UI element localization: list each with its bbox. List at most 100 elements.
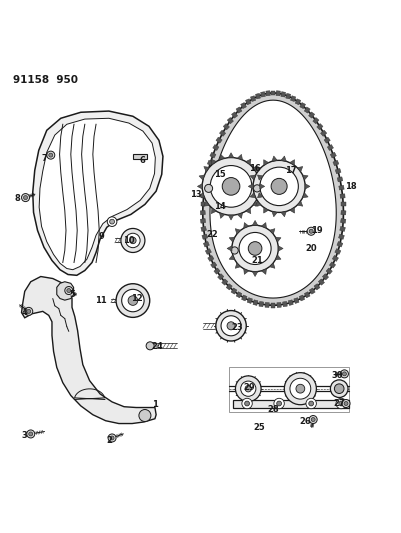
- Polygon shape: [320, 130, 326, 136]
- Circle shape: [253, 185, 260, 192]
- Polygon shape: [336, 177, 342, 182]
- Circle shape: [122, 289, 144, 312]
- Polygon shape: [257, 175, 262, 180]
- Text: 14: 14: [214, 202, 225, 211]
- Polygon shape: [293, 297, 298, 303]
- Circle shape: [310, 417, 314, 422]
- Polygon shape: [323, 137, 330, 143]
- Polygon shape: [221, 279, 227, 285]
- Polygon shape: [226, 284, 232, 290]
- Polygon shape: [203, 201, 209, 206]
- Polygon shape: [252, 201, 257, 206]
- Polygon shape: [235, 229, 240, 234]
- Circle shape: [343, 401, 347, 406]
- Text: 19: 19: [311, 226, 322, 235]
- Polygon shape: [203, 177, 209, 182]
- Polygon shape: [57, 282, 73, 300]
- Polygon shape: [322, 274, 328, 280]
- Polygon shape: [200, 194, 206, 198]
- Circle shape: [110, 436, 114, 440]
- Circle shape: [342, 372, 346, 376]
- Polygon shape: [245, 99, 250, 105]
- Circle shape: [231, 225, 277, 272]
- Polygon shape: [339, 194, 344, 198]
- Polygon shape: [212, 144, 219, 150]
- Polygon shape: [249, 175, 255, 180]
- Circle shape: [65, 287, 73, 295]
- Polygon shape: [302, 192, 307, 198]
- Polygon shape: [211, 208, 216, 214]
- Polygon shape: [240, 102, 246, 109]
- Text: 16: 16: [249, 164, 260, 173]
- Circle shape: [248, 241, 261, 255]
- Circle shape: [204, 184, 212, 192]
- Polygon shape: [276, 302, 281, 308]
- Text: 9: 9: [99, 232, 104, 241]
- Polygon shape: [229, 237, 234, 242]
- Polygon shape: [237, 213, 242, 219]
- Text: 29: 29: [243, 383, 254, 392]
- FancyBboxPatch shape: [133, 155, 146, 159]
- Polygon shape: [316, 124, 322, 130]
- Polygon shape: [22, 277, 156, 424]
- Polygon shape: [338, 185, 343, 190]
- Polygon shape: [245, 208, 250, 214]
- Polygon shape: [313, 284, 319, 290]
- Polygon shape: [328, 262, 335, 268]
- Polygon shape: [312, 117, 318, 124]
- Polygon shape: [296, 201, 302, 206]
- Polygon shape: [336, 241, 342, 247]
- Polygon shape: [298, 295, 304, 301]
- Polygon shape: [269, 263, 274, 268]
- Polygon shape: [264, 302, 269, 308]
- Text: 91158  950: 91158 950: [13, 75, 77, 85]
- Circle shape: [27, 309, 30, 313]
- Polygon shape: [231, 112, 237, 118]
- Text: 28: 28: [267, 406, 278, 415]
- Polygon shape: [271, 156, 277, 161]
- Polygon shape: [228, 215, 233, 220]
- Circle shape: [22, 193, 29, 201]
- Polygon shape: [207, 160, 213, 166]
- Polygon shape: [263, 207, 268, 213]
- Circle shape: [146, 342, 154, 350]
- Polygon shape: [202, 185, 207, 190]
- Circle shape: [308, 401, 313, 406]
- Circle shape: [128, 296, 138, 305]
- Polygon shape: [261, 223, 266, 228]
- Polygon shape: [209, 152, 215, 158]
- Circle shape: [239, 232, 270, 264]
- Circle shape: [276, 401, 281, 406]
- Polygon shape: [296, 166, 302, 172]
- Text: 7: 7: [41, 154, 47, 163]
- Polygon shape: [209, 100, 335, 298]
- Circle shape: [121, 229, 144, 253]
- Text: 2: 2: [105, 437, 111, 445]
- Polygon shape: [252, 300, 257, 305]
- Polygon shape: [275, 237, 280, 242]
- Polygon shape: [308, 112, 314, 118]
- Circle shape: [28, 432, 32, 436]
- Polygon shape: [282, 301, 287, 307]
- Polygon shape: [340, 211, 345, 215]
- Polygon shape: [252, 167, 257, 172]
- Polygon shape: [231, 288, 236, 294]
- Text: 6: 6: [140, 156, 146, 165]
- Circle shape: [139, 409, 150, 422]
- Circle shape: [338, 401, 343, 406]
- Polygon shape: [280, 156, 286, 161]
- Polygon shape: [235, 263, 240, 268]
- Polygon shape: [339, 227, 344, 231]
- Polygon shape: [219, 213, 224, 219]
- Polygon shape: [200, 219, 205, 223]
- Circle shape: [308, 229, 312, 233]
- Polygon shape: [334, 248, 340, 254]
- Text: 4: 4: [22, 308, 28, 317]
- Circle shape: [330, 380, 347, 398]
- Polygon shape: [289, 207, 294, 213]
- Circle shape: [273, 398, 284, 409]
- Polygon shape: [294, 99, 300, 105]
- Polygon shape: [302, 175, 307, 180]
- Polygon shape: [227, 117, 233, 124]
- Circle shape: [221, 316, 241, 336]
